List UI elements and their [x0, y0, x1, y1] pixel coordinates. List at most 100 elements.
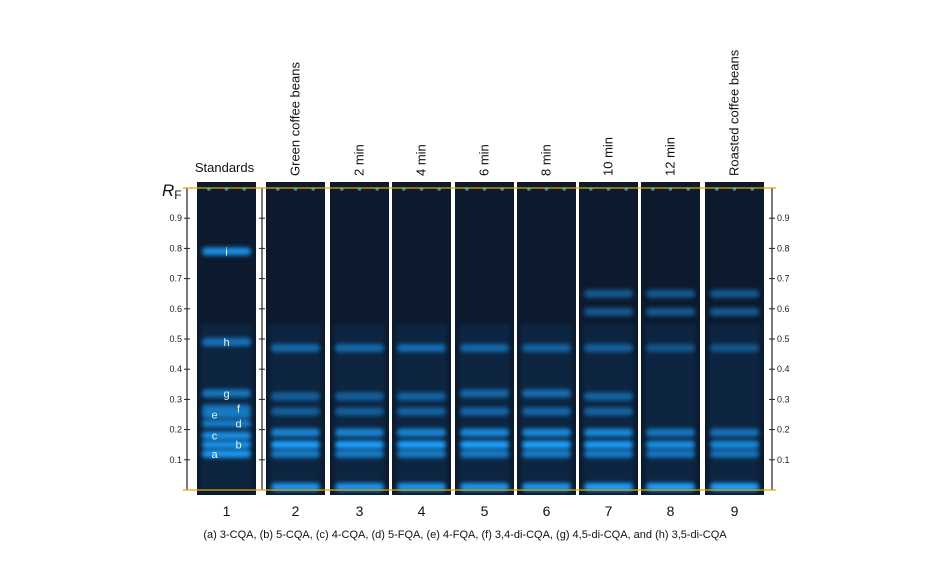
- figure-caption: (a) 3-CQA, (b) 5-CQA, (c) 4-CQA, (d) 5-F…: [203, 529, 727, 541]
- band: [271, 428, 320, 437]
- tick-label: 0.9: [169, 213, 182, 223]
- axis-label-rf: RF: [162, 181, 182, 202]
- band: [460, 407, 509, 416]
- lane-number: 4: [418, 503, 426, 519]
- lane-title: Standards: [195, 160, 255, 175]
- band-label: g: [223, 388, 229, 400]
- lane-3: 3 2 min: [330, 144, 389, 519]
- band: [584, 428, 633, 437]
- band: [710, 428, 759, 437]
- lane-2: 2 Green coffee beans: [266, 62, 325, 519]
- lane-number: 2: [292, 503, 300, 519]
- tick-label: 0.3: [777, 394, 790, 404]
- lane-number: 1: [223, 503, 231, 519]
- band: [397, 344, 446, 353]
- tick-label: 0.8: [777, 243, 790, 253]
- band: [522, 389, 571, 398]
- band: [460, 482, 509, 491]
- band: [710, 449, 759, 458]
- band-label: d: [235, 419, 241, 431]
- band: [460, 440, 509, 449]
- band: [584, 407, 633, 416]
- band: [584, 449, 633, 458]
- band: [271, 482, 320, 491]
- band: [710, 440, 759, 449]
- lane-1: a b c d e fg h i 1 Standards: [195, 160, 256, 519]
- lane-title: 4 min: [414, 144, 429, 176]
- band: [522, 428, 571, 437]
- band: [271, 344, 320, 353]
- lane-number: 9: [731, 503, 739, 519]
- band: [646, 289, 695, 298]
- band: [335, 407, 384, 416]
- band: [202, 449, 251, 458]
- band: [397, 392, 446, 401]
- band-label: i: [225, 246, 227, 258]
- band: [646, 344, 695, 353]
- band: [646, 482, 695, 491]
- band: [202, 404, 251, 413]
- band: [584, 392, 633, 401]
- lane-number: 6: [543, 503, 551, 519]
- tick-label: 0.4: [777, 364, 790, 374]
- lane-title: Roasted coffee beans: [727, 49, 742, 176]
- lane-title: 10 min: [601, 137, 616, 176]
- inner-rf-axis: [259, 187, 265, 491]
- band: [460, 428, 509, 437]
- band: [584, 440, 633, 449]
- band: [522, 344, 571, 353]
- lane-9: 9 Roasted coffee beans: [705, 49, 764, 519]
- tick-label: 0.8: [169, 243, 182, 253]
- band: [397, 482, 446, 491]
- tick-label: 0.1: [169, 455, 182, 465]
- tick-label: 0.6: [777, 304, 790, 314]
- band: [335, 392, 384, 401]
- band: [271, 449, 320, 458]
- tick-label: 0.2: [777, 425, 790, 435]
- band: [271, 440, 320, 449]
- band: [646, 307, 695, 316]
- tick-label: 0.1: [777, 455, 790, 465]
- band: [460, 389, 509, 398]
- tick-label: 0.6: [169, 304, 182, 314]
- lane-title: Green coffee beans: [288, 62, 303, 176]
- band-label: a: [211, 449, 218, 461]
- band: [460, 344, 509, 353]
- lane-number: 8: [667, 503, 675, 519]
- band: [584, 307, 633, 316]
- band: [522, 449, 571, 458]
- band: [202, 431, 251, 440]
- band: [202, 389, 251, 398]
- band: [710, 344, 759, 353]
- band: [460, 449, 509, 458]
- lane-number: 5: [481, 503, 489, 519]
- lane-title: 6 min: [477, 144, 492, 176]
- band: [271, 392, 320, 401]
- lane-4: 4 4 min: [392, 144, 451, 519]
- band: [271, 407, 320, 416]
- band-label: b: [235, 440, 241, 452]
- tick-label: 0.9: [777, 213, 790, 223]
- tick-label: 0.5: [777, 334, 790, 344]
- lane-title: 12 min: [663, 137, 678, 176]
- tick-label: 0.7: [169, 274, 182, 284]
- lane-5: 5 6 min: [455, 144, 514, 519]
- band: [202, 419, 251, 428]
- band: [335, 440, 384, 449]
- band: [522, 482, 571, 491]
- lane-number: 3: [356, 503, 364, 519]
- band: [202, 410, 251, 419]
- band: [646, 440, 695, 449]
- tick-label: 0.2: [169, 425, 182, 435]
- right-rf-axis: 0.1 0.2 0.3 0.4 0.5 0.6 0.7 0.8 0.9: [769, 187, 790, 491]
- band: [335, 482, 384, 491]
- band: [397, 407, 446, 416]
- band: [522, 407, 571, 416]
- band: [522, 440, 571, 449]
- band-label: e: [211, 410, 217, 422]
- band: [202, 338, 251, 347]
- lane-7: 7 10 min: [579, 137, 638, 519]
- band: [397, 428, 446, 437]
- band: [646, 449, 695, 458]
